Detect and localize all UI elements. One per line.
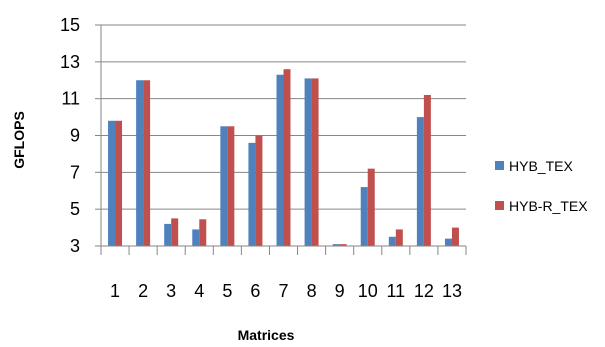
legend-label-series-2: HYB-R_TEX — [509, 198, 588, 214]
y-axis-title: GFLOPS — [11, 111, 27, 169]
x-tick-label: 1 — [110, 281, 120, 301]
y-tick-label: 11 — [61, 89, 80, 109]
y-tick-label: 13 — [60, 52, 80, 72]
bar-series-1-8 — [304, 78, 312, 247]
x-tick-label: 12 — [414, 281, 434, 301]
bar-series-2-12 — [423, 94, 431, 246]
legend-swatch-series-2 — [495, 201, 504, 210]
x-tick-label: 10 — [358, 281, 378, 301]
x-tick-label: 11 — [386, 281, 405, 301]
bar-series-1-9 — [332, 244, 340, 246]
bar-series-1-4 — [192, 229, 200, 246]
bar-series-1-1 — [108, 120, 116, 246]
x-tick-label: 6 — [250, 281, 260, 301]
bar-series-1-13 — [444, 238, 452, 246]
legend: HYB_TEX HYB-R_TEX — [495, 158, 588, 214]
bar-series-2-11 — [395, 229, 403, 246]
x-tick-label: 4 — [194, 281, 204, 301]
axes — [95, 24, 467, 255]
bar-series-2-5 — [227, 126, 235, 246]
bar-series-2-3 — [171, 218, 179, 246]
bar-series-1-7 — [276, 74, 284, 246]
y-tick-label: 5 — [70, 199, 80, 219]
bars — [108, 69, 459, 247]
bar-series-2-1 — [115, 120, 123, 246]
bar-series-1-5 — [220, 126, 228, 246]
y-tick-label: 15 — [60, 15, 80, 35]
bar-series-2-4 — [199, 219, 207, 246]
x-tick-label: 5 — [222, 281, 232, 301]
bar-series-2-8 — [311, 78, 319, 247]
legend-swatch-series-1 — [495, 161, 504, 170]
y-tick-label: 3 — [70, 236, 80, 256]
bar-series-2-10 — [367, 168, 375, 246]
x-tick-label: 3 — [166, 281, 176, 301]
bar-series-1-6 — [248, 142, 256, 246]
bar-series-1-11 — [388, 236, 396, 246]
bar-series-1-2 — [136, 80, 144, 246]
x-axis-title: Matrices — [238, 327, 295, 342]
x-tick-label: 8 — [307, 281, 317, 301]
legend-label-series-1: HYB_TEX — [509, 158, 573, 174]
bar-series-1-3 — [164, 223, 172, 246]
x-tick-label: 13 — [442, 281, 462, 301]
x-tick-label: 2 — [138, 281, 148, 301]
bar-series-2-13 — [451, 227, 459, 246]
bar-series-2-6 — [255, 135, 263, 246]
x-tick-label: 7 — [278, 281, 288, 301]
bar-series-2-2 — [143, 80, 151, 246]
bar-series-2-9 — [339, 244, 347, 246]
y-tick-label: 7 — [70, 162, 80, 182]
x-tick-label: 9 — [335, 281, 345, 301]
bar-series-1-12 — [416, 117, 424, 246]
bar-series-2-7 — [283, 69, 291, 246]
bar-series-1-10 — [360, 187, 368, 246]
y-tick-label: 9 — [70, 126, 80, 146]
